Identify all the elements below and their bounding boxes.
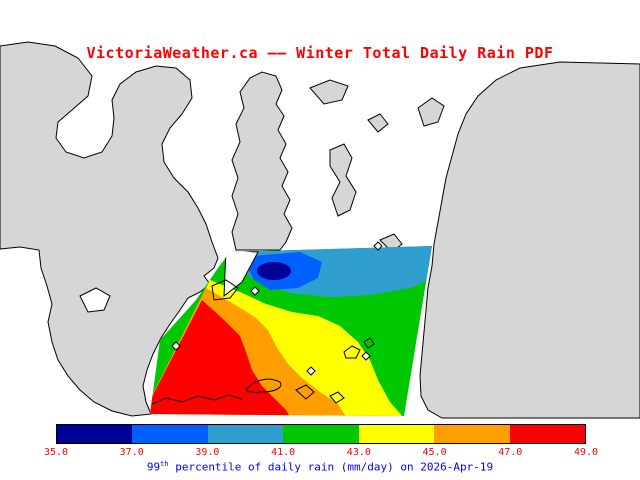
caption-number: 99 xyxy=(146,460,161,474)
right-landmass xyxy=(419,61,640,419)
islet-outline xyxy=(343,345,361,359)
page-title: VictoriaWeather.ca —— Winter Total Daily… xyxy=(86,44,554,62)
contour-band-47-49 xyxy=(150,300,292,416)
colorbar-segment xyxy=(509,425,585,443)
lagoon-outline xyxy=(245,378,282,393)
colorbar-tick-label: 39.0 xyxy=(195,447,220,458)
island xyxy=(309,79,349,105)
contour-band-35-37 xyxy=(257,262,291,280)
islet-outline xyxy=(363,337,375,349)
colorbar-segment xyxy=(207,425,284,443)
island xyxy=(367,113,389,133)
colorbar-segment xyxy=(57,425,133,443)
caption-text: percentile of daily rain (mm/day) on 202… xyxy=(168,460,494,474)
station-diamond-icon xyxy=(306,366,316,376)
islet-outline xyxy=(295,384,315,400)
colorbar-tick-label: 43.0 xyxy=(346,447,371,458)
station-diamond-icon xyxy=(373,241,383,251)
station-diamond-icon xyxy=(250,286,260,296)
colorbar-tick-label: 37.0 xyxy=(119,447,144,458)
esquimalt-peninsula-outline xyxy=(211,279,239,301)
island xyxy=(417,97,445,127)
colorbar-segment xyxy=(132,425,208,443)
colorbar-segment xyxy=(434,425,510,443)
caption-ordinal: th xyxy=(160,460,169,468)
station-diamond-icon xyxy=(361,351,371,361)
landmasses xyxy=(0,41,640,419)
colorbar-tick-label: 45.0 xyxy=(422,447,447,458)
inlet xyxy=(79,287,111,313)
colorbar-segment xyxy=(283,425,359,443)
station-markers xyxy=(171,241,383,376)
shoreline xyxy=(151,394,243,405)
colorbar-tick-label: 49.0 xyxy=(573,447,599,458)
island xyxy=(329,143,357,217)
colorbar-tick-label: 47.0 xyxy=(498,447,523,458)
station-diamond-icon xyxy=(171,341,181,351)
colorbar-tick-labels: 35.0 37.0 39.0 41.0 43.0 45.0 47.0 49.0 xyxy=(44,447,598,460)
colorbar-segments xyxy=(56,424,586,444)
islet-outline xyxy=(329,391,345,404)
caption: 99th percentile of daily rain (mm/day) o… xyxy=(0,460,640,474)
saanich-peninsula xyxy=(231,71,293,251)
coastline-details xyxy=(151,279,375,405)
colorbar-segment xyxy=(358,425,435,443)
left-landmass xyxy=(0,41,219,417)
colorbar-tick-label: 35.0 xyxy=(43,447,69,458)
colorbar-tick-label: 41.0 xyxy=(271,447,296,458)
